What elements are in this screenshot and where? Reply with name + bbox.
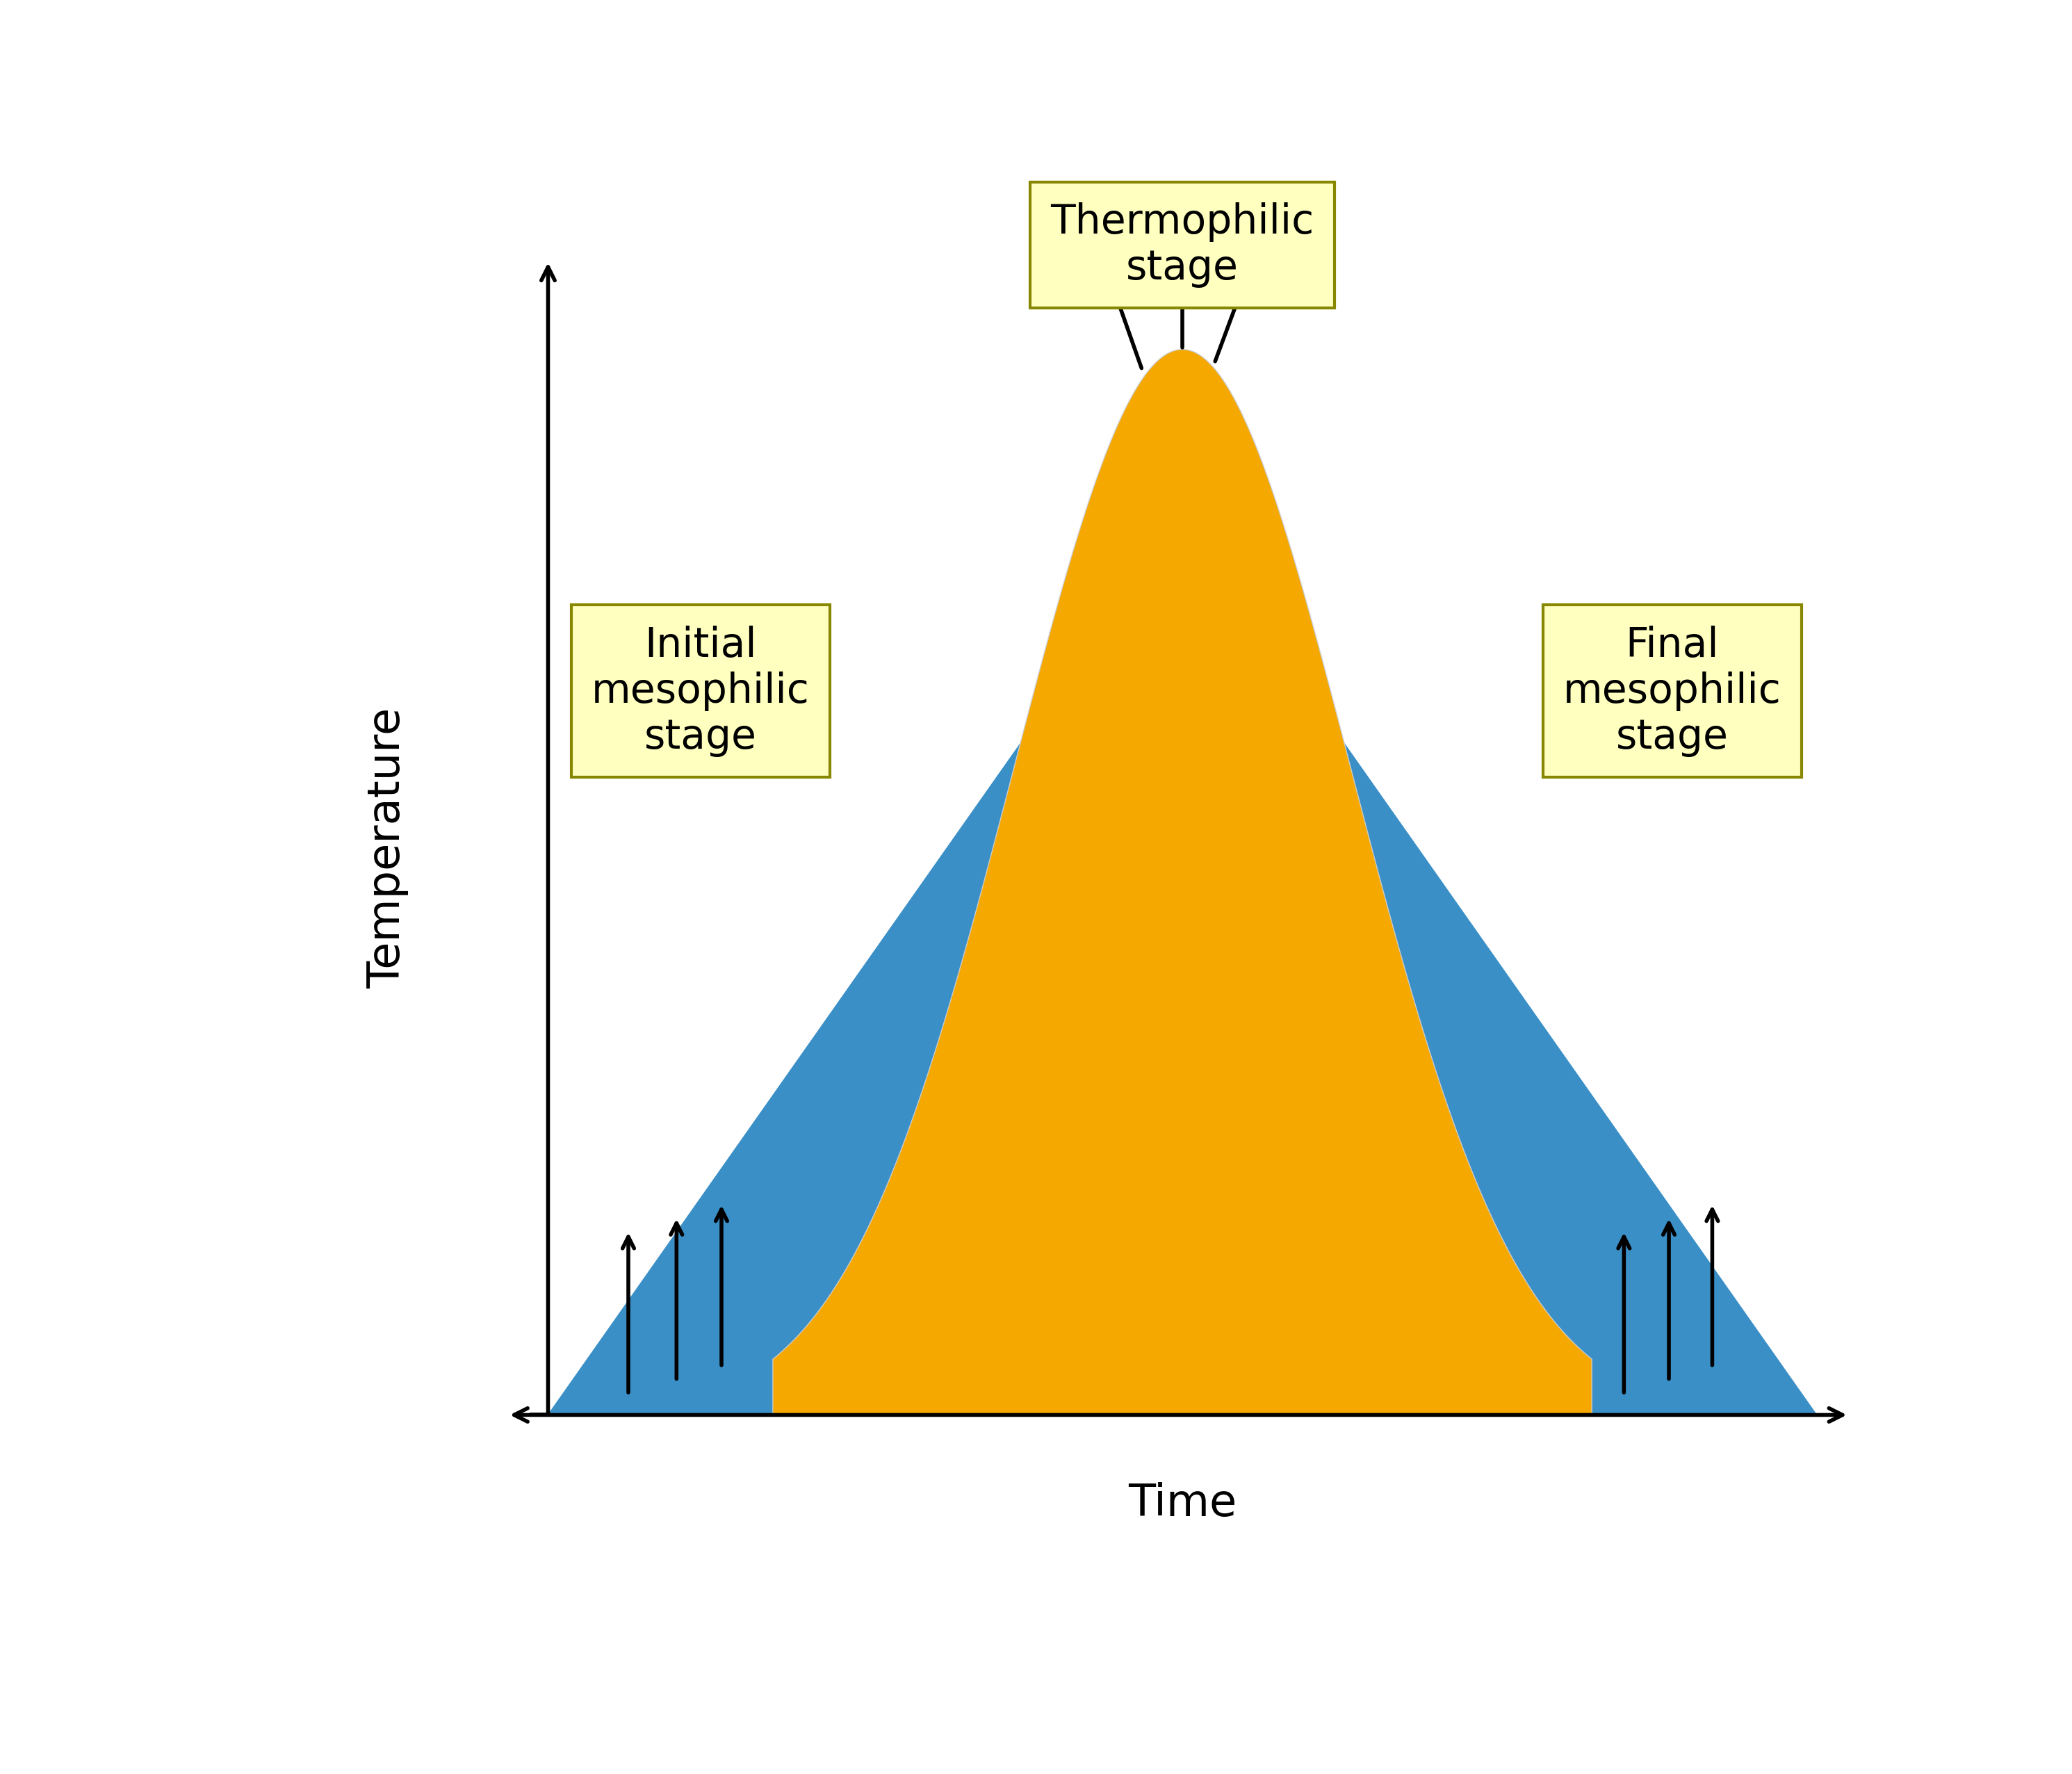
Text: Final
mesophilic
stage: Final mesophilic stage bbox=[1562, 624, 1782, 757]
Polygon shape bbox=[773, 349, 1591, 1416]
Polygon shape bbox=[547, 513, 1817, 1416]
Text: Thermophilic
stage: Thermophilic stage bbox=[1051, 202, 1314, 287]
Text: Time: Time bbox=[1127, 1483, 1237, 1526]
Text: Initial
mesophilic
stage: Initial mesophilic stage bbox=[591, 624, 810, 757]
Text: Temperature: Temperature bbox=[367, 708, 408, 988]
